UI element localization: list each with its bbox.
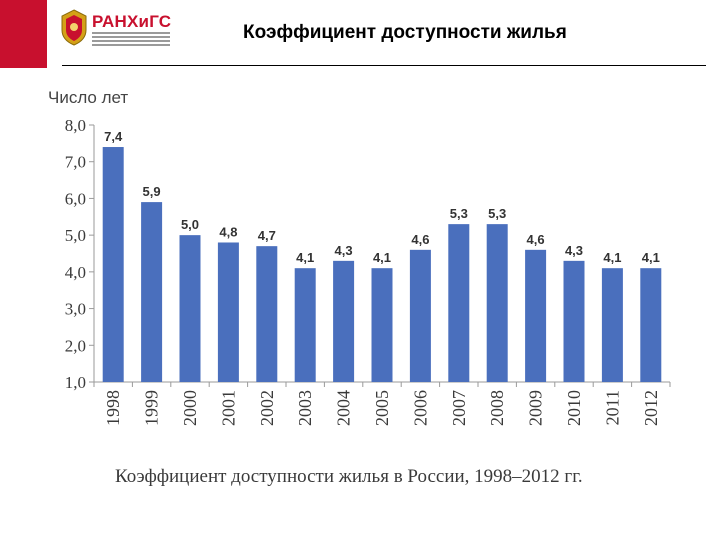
x-tick-label: 2005 xyxy=(372,390,392,426)
x-tick-label: 1998 xyxy=(103,390,123,426)
data-label: 4,6 xyxy=(527,232,545,247)
y-axis-label: Число лет xyxy=(48,88,128,107)
y-tick-label: 2,0 xyxy=(65,336,86,355)
data-label: 4,8 xyxy=(219,224,237,239)
bar xyxy=(179,235,201,382)
y-tick-label: 4,0 xyxy=(65,263,86,282)
header-divider xyxy=(62,65,706,66)
bar xyxy=(563,260,585,382)
y-tick-label: 3,0 xyxy=(65,300,86,319)
bar xyxy=(371,268,393,382)
data-label: 5,3 xyxy=(450,206,468,221)
y-tick-label: 5,0 xyxy=(65,226,86,245)
data-label: 4,6 xyxy=(411,232,429,247)
data-label: 5,9 xyxy=(143,184,161,199)
x-tick-label: 2001 xyxy=(218,390,238,426)
bar xyxy=(409,249,431,382)
data-label: 4,3 xyxy=(565,243,583,258)
x-tick-label: 1999 xyxy=(142,390,162,426)
bar xyxy=(294,268,316,382)
x-tick-label: 2004 xyxy=(334,390,354,426)
x-tick-label: 2011 xyxy=(602,390,622,425)
chart-caption: Коэффициент доступности жилья в России, … xyxy=(115,466,583,487)
bar xyxy=(141,202,163,382)
x-tick-label: 2010 xyxy=(564,390,584,426)
data-label: 4,1 xyxy=(373,250,391,265)
bar xyxy=(333,260,355,382)
logo-text: РАНХиГС xyxy=(92,12,172,31)
x-tick-label: 2000 xyxy=(180,390,200,426)
y-tick-label: 1,0 xyxy=(65,373,86,392)
data-label: 4,1 xyxy=(296,250,314,265)
y-tick-label: 6,0 xyxy=(65,189,86,208)
data-label: 4,1 xyxy=(603,250,621,265)
y-tick-label: 7,0 xyxy=(65,153,86,172)
x-tick-label: 2012 xyxy=(641,390,661,426)
x-tick-label: 2008 xyxy=(487,390,507,426)
logo-tagline-lines xyxy=(92,32,170,48)
header-accent-bar xyxy=(0,0,47,68)
data-label: 5,3 xyxy=(488,206,506,221)
bar xyxy=(486,224,508,382)
y-tick-label: 8,0 xyxy=(65,116,86,135)
bar xyxy=(525,249,547,382)
bar xyxy=(256,246,278,382)
data-label: 4,1 xyxy=(642,250,660,265)
bar xyxy=(217,242,239,382)
data-label: 4,7 xyxy=(258,228,276,243)
bar xyxy=(601,268,623,382)
x-tick-label: 2003 xyxy=(295,390,315,426)
x-tick-label: 2007 xyxy=(449,390,469,426)
bar xyxy=(640,268,662,382)
x-tick-label: 2006 xyxy=(410,390,430,426)
coat-of-arms-icon xyxy=(61,9,87,46)
page-title: Коэффициент доступности жилья xyxy=(243,22,567,43)
x-tick-label: 2009 xyxy=(526,390,546,426)
data-label: 4,3 xyxy=(335,243,353,258)
data-label: 7,4 xyxy=(104,129,123,144)
bar xyxy=(448,224,470,382)
x-tick-label: 2002 xyxy=(257,390,277,426)
data-label: 5,0 xyxy=(181,217,199,232)
ranepa-logo: РАНХиГС xyxy=(58,6,173,52)
bar xyxy=(102,147,124,382)
